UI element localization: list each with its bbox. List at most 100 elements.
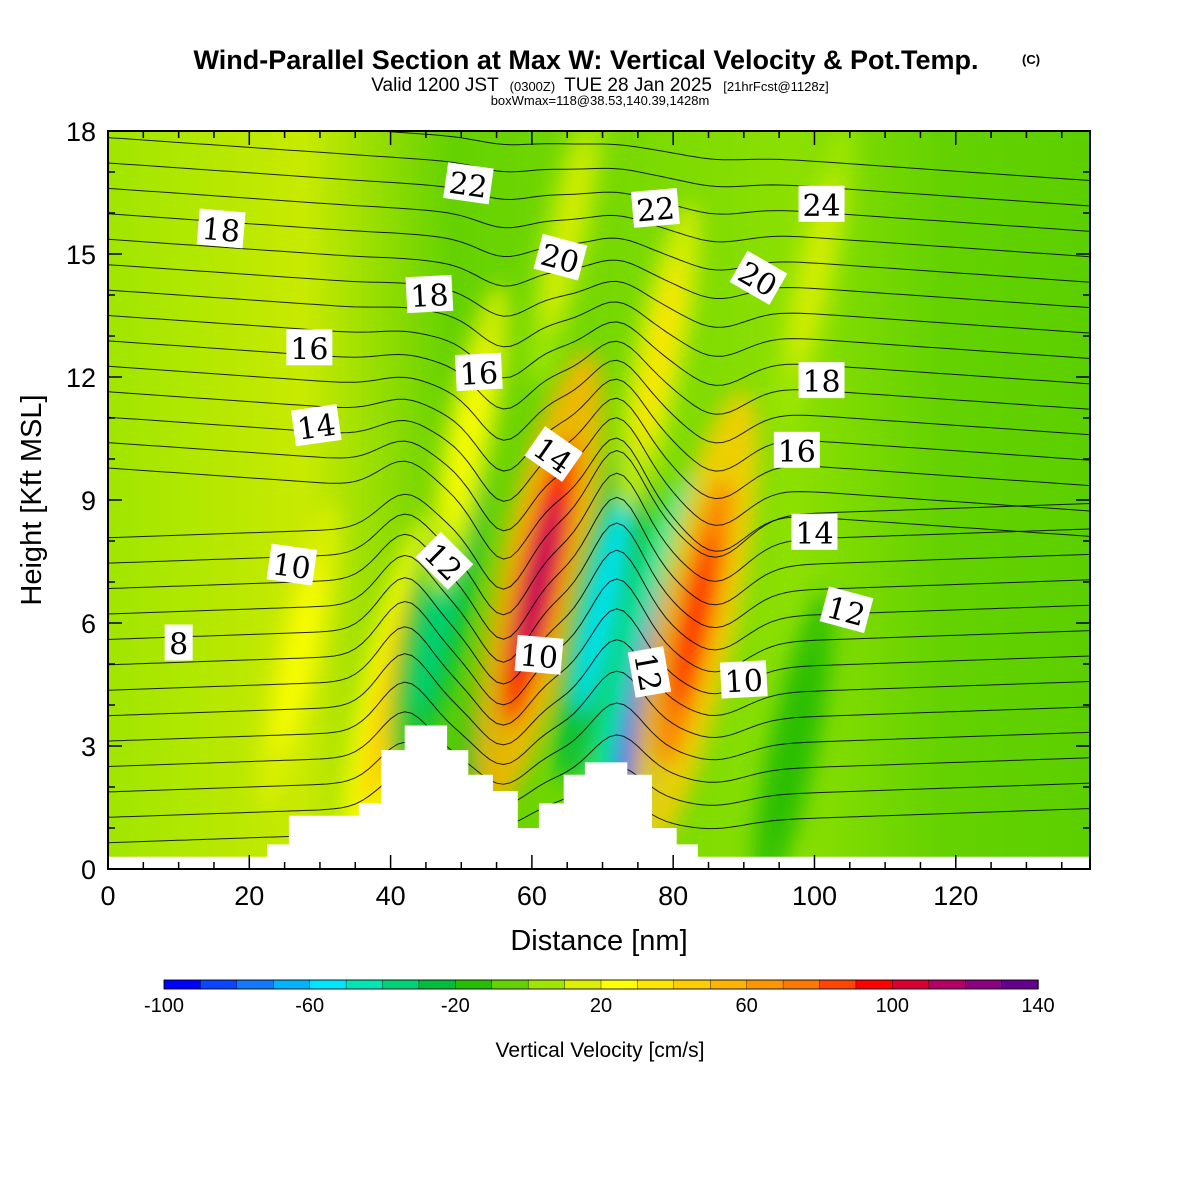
theta-label-text: 14 — [295, 408, 338, 448]
colorbar-swatch — [782, 979, 821, 990]
theta-contour-line — [108, 670, 1090, 766]
theta-contour-line — [108, 378, 1090, 472]
theta-label-text: 22 — [635, 191, 676, 229]
colorbar-title: Vertical Velocity [cm/s] — [496, 1039, 705, 1062]
chart-title: Wind-Parallel Section at Max W: Vertical… — [194, 45, 979, 75]
colorbar-tick-label: -100 — [144, 995, 184, 1017]
theta-contour-line — [108, 496, 1090, 640]
y-tick-label: 9 — [81, 486, 96, 516]
y-tick-label: 12 — [66, 363, 96, 393]
y-tick-label: 0 — [81, 855, 96, 885]
x-tick-label: 60 — [517, 881, 547, 911]
theta-label-text: 10 — [518, 638, 559, 676]
theta-contour-line — [108, 289, 1090, 359]
colorbar-swatch — [527, 979, 566, 990]
velocity-cell-core — [769, 649, 818, 843]
y-tick-label: 3 — [81, 732, 96, 762]
theta-label-text: 18 — [200, 212, 241, 250]
theta-label: 12 — [626, 646, 672, 698]
colorbar-swatch — [236, 979, 274, 990]
colorbar-swatch — [200, 979, 238, 990]
colorbar-swatch — [746, 979, 784, 990]
velocity-cell-core — [274, 559, 323, 753]
colorbar-swatch — [855, 979, 894, 990]
subtitle-utc: (0300Z) — [510, 79, 556, 94]
plot-area: 810 1214161818162220141022122024181614121… — [108, 131, 1090, 869]
velocity-cell-peak — [673, 536, 716, 710]
colorbar-swatch — [819, 979, 857, 990]
velocity-cell-core — [574, 490, 631, 715]
theta-contour-line — [108, 437, 1090, 560]
colorbar-swatch — [1001, 979, 1039, 990]
y-axis: 0 3 6 9 12 15 18 — [66, 117, 1090, 885]
theta-label: 16 — [773, 431, 820, 470]
theta-contour-labels: 810 1214161818162220141022122024181614121… — [164, 162, 874, 700]
chart-subtitle: Valid 1200 JST (0300Z) TUE 28 Jan 2025 [… — [371, 75, 828, 96]
theta-contour-line — [108, 213, 1090, 283]
theta-contour-line — [108, 702, 1090, 785]
colorbar-swatch — [491, 979, 529, 990]
theta-label-text: 24 — [802, 189, 840, 224]
theta-label: 16 — [454, 352, 503, 393]
colorbar-swatch — [600, 979, 639, 990]
colorbar-frame — [163, 979, 1039, 990]
velocity-cell-core — [790, 178, 839, 371]
theta-label: 10 — [719, 660, 768, 700]
theta-contours — [108, 131, 1090, 847]
theta-label-text: 10 — [270, 547, 313, 587]
theta-label-text: 22 — [447, 166, 490, 206]
theta-label-text: 16 — [778, 435, 816, 470]
subtitle-forecast: [21hrFcst@1128z] — [723, 79, 828, 94]
theta-label: 18 — [405, 274, 454, 315]
subtitle-date: TUE 28 Jan 2025 — [564, 75, 712, 96]
colorbar-swatch — [273, 979, 311, 990]
velocity-cell-peak — [517, 495, 560, 669]
x-tick-label: 40 — [376, 881, 406, 911]
theta-label: 24 — [798, 185, 845, 224]
x-axis: 0 20 40 60 80 100 120 — [100, 131, 1063, 911]
velocity-cell-core — [444, 342, 493, 535]
x-axis-label: Distance [nm] — [510, 925, 687, 957]
terrain — [108, 725, 1090, 869]
colorbar-swatch — [455, 979, 493, 990]
theta-label: 10 — [514, 634, 564, 676]
theta-contour-line — [108, 608, 1090, 726]
colorbar-swatch — [418, 979, 457, 990]
theta-contour-line — [108, 187, 1090, 258]
colorbar-swatch — [382, 979, 420, 990]
colorbar: -100 -60 -20 20 60 100 140 — [144, 979, 1055, 1017]
theta-contour-line — [108, 639, 1090, 746]
theta-label: 8 — [164, 624, 193, 663]
theta-contour-line — [108, 264, 1090, 334]
theta-label: 16 — [286, 329, 333, 367]
theta-contour-line — [108, 137, 1090, 207]
colorbar-swatch — [637, 979, 675, 990]
colorbar-tick-label: 100 — [876, 995, 909, 1017]
colorbar-tick-label: 140 — [1021, 995, 1054, 1017]
theta-label: 18 — [798, 362, 845, 400]
colorbar-swatch — [928, 979, 966, 990]
theta-label: 22 — [630, 187, 680, 229]
colorbar-swatch — [564, 979, 602, 990]
colorbar-swatch — [163, 979, 202, 990]
theta-contour-line — [108, 578, 1090, 706]
theta-label-text: 18 — [410, 278, 450, 315]
y-tick-label: 15 — [66, 240, 96, 270]
theta-contour-line — [108, 449, 1090, 590]
colorbar-tick-label: -20 — [441, 995, 470, 1017]
x-tick-label: 80 — [658, 881, 688, 911]
y-axis-label: Height [Kft MSL] — [16, 394, 48, 605]
subtitle-valid: Valid 1200 JST — [371, 75, 499, 96]
theta-contour-line — [372, 131, 1090, 181]
y-tick-label: 18 — [66, 117, 96, 147]
theta-contour-line — [108, 417, 1090, 532]
colorbar-tick-label: -60 — [295, 995, 324, 1017]
theta-contour-line — [108, 522, 1090, 663]
x-tick-label: 20 — [234, 881, 264, 911]
theta-label: 22 — [443, 162, 494, 206]
theta-label: 14 — [791, 513, 838, 552]
theta-label-text: 16 — [290, 332, 328, 367]
colorbar-swatch — [892, 979, 930, 990]
theta-contour-line — [108, 238, 1090, 309]
